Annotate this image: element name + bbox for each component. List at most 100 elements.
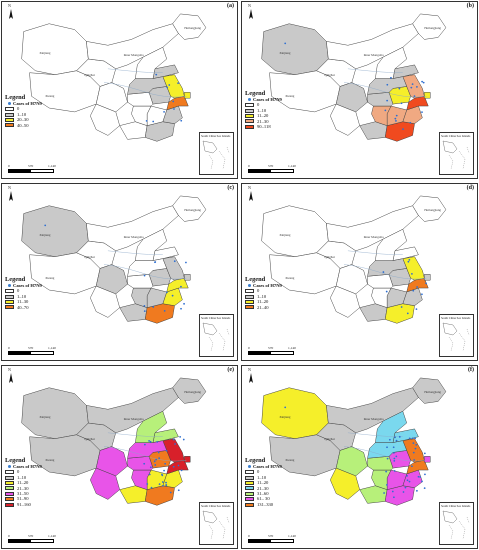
case-dot xyxy=(391,490,394,493)
case-dot xyxy=(400,102,403,105)
scale-bar xyxy=(248,539,294,543)
legend-class: 0 xyxy=(5,106,42,111)
case-dot xyxy=(166,291,168,294)
scale-label: 570 xyxy=(268,164,274,168)
case-dot-icon xyxy=(248,465,251,469)
province-label: Xinjiang xyxy=(279,51,291,56)
province-label: Xizang xyxy=(285,276,295,281)
legend-class: 11–20 xyxy=(5,480,42,485)
province-label: Inner Mongolia xyxy=(123,417,144,422)
north-label: N xyxy=(8,3,11,8)
case-dot xyxy=(172,438,175,441)
case-dot xyxy=(409,121,412,124)
case-dot xyxy=(174,443,176,445)
case-dot xyxy=(416,85,418,88)
case-dot xyxy=(411,437,414,440)
river-lines xyxy=(103,432,187,462)
province-label: Inner Mongolia xyxy=(363,53,384,58)
province-label: Xinjiang xyxy=(39,415,51,420)
case-dot xyxy=(173,260,176,263)
case-dot xyxy=(408,480,411,483)
legend-cases-row: Cases of H7N9 xyxy=(245,464,282,469)
province-yunnan xyxy=(330,103,360,136)
case-dot xyxy=(165,484,168,487)
province-henan xyxy=(367,258,408,277)
province-hubei xyxy=(127,456,154,471)
legend-cases-label: Cases of H7N9 xyxy=(13,283,42,288)
case-dot xyxy=(146,483,149,485)
case-dot xyxy=(145,119,148,122)
province-hebei xyxy=(375,228,408,261)
legend-cases-label: Cases of H7N9 xyxy=(253,97,282,102)
north-label: N xyxy=(8,185,11,190)
legend-swatch xyxy=(245,289,254,294)
scale-label: 1,140 xyxy=(48,346,56,350)
legend-swatch xyxy=(245,480,254,485)
south-china-sea-inset: South China Sea Islands xyxy=(439,132,474,175)
legend: Legend Cases of H7N9 0 1–10 20–30 40–50 xyxy=(5,94,42,128)
legend-class-label: 21–40 xyxy=(257,304,269,310)
inset-map xyxy=(202,510,230,540)
legend-class: 31–50 xyxy=(5,491,42,496)
case-dot xyxy=(143,304,146,307)
case-dot xyxy=(406,479,409,482)
case-dot xyxy=(424,473,426,476)
china-map-b xyxy=(261,13,447,142)
case-dot xyxy=(143,274,146,277)
province-hebei xyxy=(135,410,168,443)
scale-bar xyxy=(248,351,294,355)
case-dot-icon xyxy=(248,98,251,102)
legend-swatch xyxy=(5,107,14,112)
north-arrow-icon xyxy=(249,191,253,201)
north-label: N xyxy=(248,367,251,372)
province-hebei xyxy=(135,228,168,261)
case-dot xyxy=(411,465,413,468)
north-arrow-icon xyxy=(9,373,13,383)
case-dot xyxy=(395,120,397,122)
case-dot xyxy=(177,464,180,467)
legend-class: 20–30 xyxy=(5,117,42,122)
inset-map xyxy=(442,510,470,540)
case-dot xyxy=(394,117,397,120)
case-dot xyxy=(168,84,171,86)
legend-cases-row: Cases of H7N9 xyxy=(5,101,42,106)
case-dot xyxy=(185,261,187,264)
case-dot xyxy=(163,469,165,472)
province-shanghai xyxy=(184,92,191,99)
province-henan xyxy=(367,440,408,459)
province-yunnan xyxy=(90,103,120,136)
scale-label: 1,140 xyxy=(288,164,296,168)
legend-class: 131–330 xyxy=(245,502,282,507)
province-label: Heilongjiang xyxy=(184,25,202,30)
scale-label: 0 xyxy=(8,534,10,538)
legend-class-label: 21–30 xyxy=(257,485,269,491)
legend-class-label: 0 xyxy=(257,469,260,475)
river-lines xyxy=(103,250,187,280)
scale-bar xyxy=(248,169,294,173)
case-dot xyxy=(149,466,152,469)
legend-swatch xyxy=(245,108,254,113)
case-dot xyxy=(392,446,395,449)
case-dot xyxy=(410,86,413,89)
province-heilongjiang xyxy=(412,13,447,40)
province-hubei xyxy=(127,92,154,107)
legend-class-label: 1–10 xyxy=(17,474,27,480)
case-dot xyxy=(284,42,287,45)
scale-label: 0 xyxy=(8,164,10,168)
legend-cases-row: Cases of H7N9 xyxy=(5,283,42,288)
case-dot xyxy=(154,464,157,466)
legend-class-label: 131–330 xyxy=(257,501,274,507)
china-map-e xyxy=(21,377,207,506)
province-jiangsu xyxy=(162,256,185,281)
case-dot xyxy=(162,484,164,487)
province-label: Qinghai xyxy=(84,72,95,77)
case-dot-icon xyxy=(248,284,251,288)
case-dot xyxy=(415,308,418,310)
legend-class: 40–50 xyxy=(5,123,42,128)
map-panel-c: Xinjiang Inner Mongolia Qinghai Xizang Heilo… xyxy=(1,183,238,361)
case-dot xyxy=(177,82,179,84)
case-dot xyxy=(385,470,388,473)
case-dot xyxy=(155,73,158,76)
scale-label: 570 xyxy=(28,164,34,168)
province-label: Xinjiang xyxy=(39,233,51,238)
